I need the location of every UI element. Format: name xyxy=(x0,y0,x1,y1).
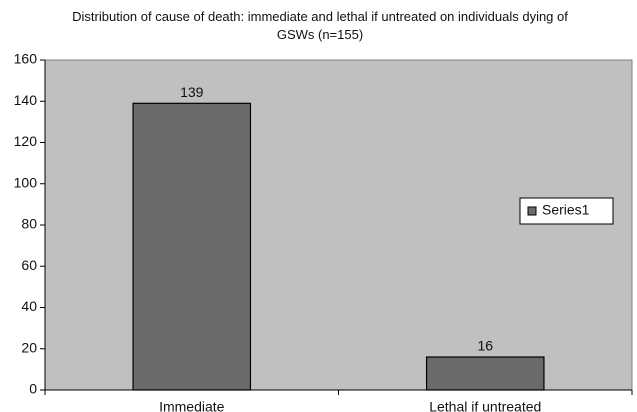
y-tick-label: 80 xyxy=(21,216,37,232)
y-tick-label: 100 xyxy=(14,174,38,190)
y-tick-label: 0 xyxy=(29,381,37,397)
x-tick-label: Immediate xyxy=(159,399,225,412)
data-label: 139 xyxy=(180,84,204,100)
y-tick-label: 120 xyxy=(14,133,38,149)
y-tick-label: 20 xyxy=(21,339,37,355)
y-tick-label: 60 xyxy=(21,257,37,273)
y-tick-label: 40 xyxy=(21,298,37,314)
x-tick-label: Lethal if untreated xyxy=(429,399,541,412)
bar xyxy=(132,102,252,391)
legend-box xyxy=(519,197,614,225)
data-label: 16 xyxy=(477,338,493,354)
y-tick-label: 160 xyxy=(14,51,38,67)
y-tick-label: 140 xyxy=(14,92,38,108)
legend-label: Series1 xyxy=(542,202,590,218)
bar xyxy=(425,356,545,391)
chart-title: Distribution of cause of death: immediat… xyxy=(72,9,568,42)
legend-swatch xyxy=(527,206,537,216)
